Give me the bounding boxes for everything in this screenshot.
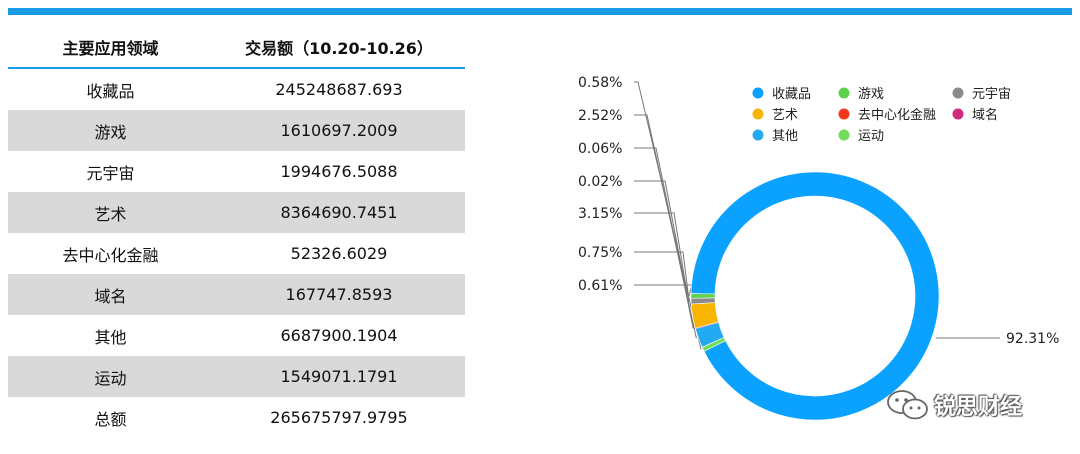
legend-swatch — [952, 87, 964, 99]
percent-label-3: 3.15% — [578, 206, 622, 222]
legend-item: 艺术 — [752, 108, 798, 123]
row-value: 6687900.1904 — [280, 326, 398, 345]
legend-item: 收藏品 — [752, 87, 811, 102]
row-value: 1994676.5088 — [280, 162, 398, 181]
table-row: 去中心化金融 52326.6029 — [8, 233, 465, 274]
table-row: 运动 1549071.1791 — [8, 356, 465, 397]
row-name: 游戏 — [94, 122, 127, 142]
top-accent-bar — [8, 8, 1072, 15]
legend-swatch — [752, 129, 764, 141]
row-value: 8364690.7451 — [280, 203, 398, 222]
table-row: 收藏品 245248687.693 — [8, 69, 465, 110]
slice-6 — [695, 322, 725, 348]
legend-label: 运动 — [858, 129, 884, 144]
legend-label: 艺术 — [772, 108, 798, 123]
percent-label-0: 92.31% — [1006, 331, 1059, 347]
row-value: 167747.8593 — [285, 285, 393, 304]
percent-label-7: 0.58% — [578, 75, 622, 91]
row-value: 265675797.9795 — [270, 408, 408, 427]
percent-labels: 0.58% 2.52% 0.06% 0.02% 3.15% 0.75% 0.61% 92.31… — [578, 75, 1059, 347]
leader-line-2 — [634, 251, 690, 302]
row-value: 245248687.693 — [275, 80, 403, 99]
transaction-table: 主要应用领域 交易额（10.20-10.26） 收藏品 245248687.693… — [8, 27, 465, 438]
table-row: 游戏 1610697.2009 — [8, 110, 465, 151]
table-row: 元宇宙 1994676.5088 — [8, 151, 465, 192]
wechat-icon — [887, 390, 928, 420]
row-name: 去中心化金融 — [62, 245, 159, 265]
legend-item: 游戏 — [838, 87, 884, 102]
percent-label-6: 2.52% — [578, 108, 622, 124]
row-name: 总额 — [94, 409, 127, 429]
legend-label: 域名 — [972, 107, 998, 123]
legend-item: 域名 — [952, 107, 998, 123]
percent-label-1: 0.61% — [578, 278, 622, 294]
slice-1 — [690, 293, 716, 299]
legend-item: 元宇宙 — [952, 87, 1011, 102]
row-name: 运动 — [94, 368, 127, 388]
row-name: 收藏品 — [86, 81, 135, 101]
leader-line-5 — [634, 147, 694, 329]
legend-swatch — [952, 108, 964, 120]
legend-swatch — [838, 108, 850, 120]
legend-swatch — [838, 129, 850, 141]
header-value: 交易额（10.20-10.26） — [245, 39, 433, 58]
legend-item: 运动 — [838, 129, 884, 144]
header-name: 主要应用领域 — [62, 39, 159, 58]
slice-0 — [690, 171, 940, 421]
row-name: 其他 — [94, 327, 127, 347]
leader-line-4 — [634, 180, 694, 329]
legend-label: 收藏品 — [772, 87, 811, 102]
row-value: 52326.6029 — [290, 244, 388, 263]
leader-line-1 — [634, 284, 693, 297]
percent-label-4: 0.02% — [578, 174, 622, 190]
legend-item: 去中心化金融 — [838, 107, 936, 123]
watermark-text: 锐思财经 — [934, 395, 1023, 420]
row-value: 1549071.1791 — [280, 367, 398, 386]
table-row: 艺术 8364690.7451 — [8, 192, 465, 233]
table-body: 收藏品 245248687.693 游戏 1610697.2009 元宇宙 1994676… — [8, 69, 465, 438]
legend-label: 其他 — [772, 129, 798, 144]
legend-swatch — [838, 87, 850, 99]
row-value: 1610697.2009 — [280, 121, 398, 140]
percent-label-2: 0.75% — [578, 245, 622, 261]
legend-label: 去中心化金融 — [858, 107, 936, 123]
table-row: 总额 265675797.9795 — [8, 397, 465, 438]
row-name: 元宇宙 — [86, 163, 135, 183]
label-connectors — [634, 81, 1000, 350]
table-row: 域名 167747.8593 — [8, 274, 465, 315]
chart-slices — [690, 171, 940, 421]
percent-label-5: 0.06% — [578, 141, 622, 157]
leader-line-3 — [634, 212, 692, 317]
legend-label: 游戏 — [858, 87, 884, 102]
watermark: 锐思财经 — [886, 388, 1022, 422]
table-header: 主要应用领域 交易额（10.20-10.26） — [8, 27, 465, 69]
row-name: 域名 — [94, 286, 127, 306]
legend-swatch — [752, 87, 764, 99]
legend-item: 其他 — [752, 129, 798, 144]
table-row: 其他 6687900.1904 — [8, 315, 465, 356]
row-name: 艺术 — [94, 204, 127, 224]
legend-label: 元宇宙 — [972, 87, 1011, 102]
leader-line-7 — [634, 81, 702, 350]
legend-swatch — [752, 108, 764, 120]
